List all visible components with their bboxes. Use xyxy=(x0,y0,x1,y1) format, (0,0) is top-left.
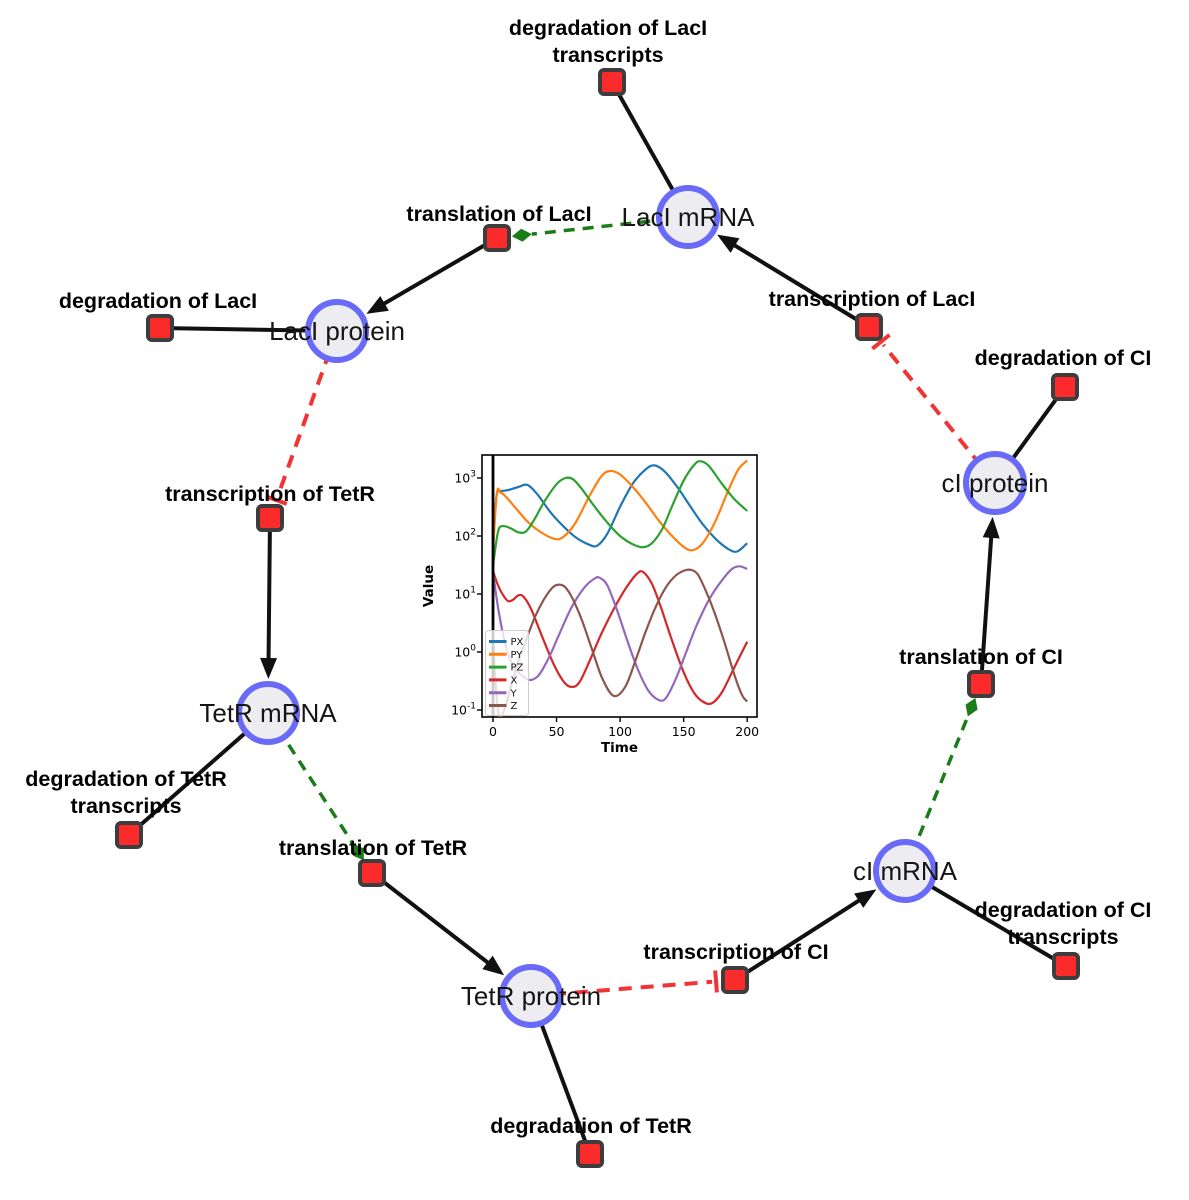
reaction-label-deg-tetr-transcripts: degradation of TetR transcripts xyxy=(25,767,227,818)
reaction-label-deg-tetr: degradation of TetR xyxy=(490,1113,692,1138)
species-node-tetr-mrna[interactable] xyxy=(236,681,300,745)
y-axis-title: Value xyxy=(421,565,437,607)
y-tick-label: 101 xyxy=(454,586,476,602)
species-node-laci-mrna[interactable] xyxy=(656,185,720,249)
reaction-label-transl-ci: translation of CI xyxy=(899,644,1063,669)
x-tick-label: 100 xyxy=(608,724,632,739)
species-label-ci-mrna: cI mRNA xyxy=(853,856,957,886)
species-label-laci-mrna: LacI mRNA xyxy=(621,202,755,232)
y-tick-label: 100 xyxy=(454,644,476,660)
reaction-node-deg-tetr-transcripts[interactable] xyxy=(115,821,143,849)
reaction-node-transl-tetr[interactable] xyxy=(358,859,386,887)
time-series-inset: 0 50 100 150 200 10-1 100 101 102 103 Time Value PX P… xyxy=(421,454,759,756)
reaction-node-transcr-laci[interactable] xyxy=(855,313,883,341)
x-axis-title: Time xyxy=(601,740,638,756)
legend-label-z: Z xyxy=(511,701,518,712)
edge-transcr-laci-laci-mrna xyxy=(717,234,871,329)
series-x xyxy=(491,570,749,706)
reaction-node-deg-laci[interactable] xyxy=(146,314,174,342)
x-tick-label: 150 xyxy=(672,724,696,739)
reaction-label-deg-ci-transcripts: degradation of CI transcripts xyxy=(974,898,1152,949)
x-tick-label: 0 xyxy=(489,724,497,739)
series-pz xyxy=(491,460,748,567)
reaction-node-transl-laci[interactable] xyxy=(483,224,511,252)
edge-transcr-tetr-tetr-mrna xyxy=(260,517,278,680)
species-node-tetr-protein[interactable] xyxy=(499,964,563,1028)
y-tick-label: 102 xyxy=(454,528,476,544)
reaction-label-transcr-laci: transcription of LacI xyxy=(768,286,976,311)
legend-label-py: PY xyxy=(511,650,524,661)
y-tick-label: 10-1 xyxy=(451,702,476,718)
reaction-label-transl-tetr: translation of TetR xyxy=(278,835,468,860)
reaction-label-deg-laci: degradation of LacI xyxy=(58,288,258,313)
legend-label-pz: PZ xyxy=(511,663,524,674)
edge-transl-tetr-tetr-protein xyxy=(370,871,505,976)
reaction-label-transcr-ci: transcription of CI xyxy=(643,939,829,964)
legend-label-y: Y xyxy=(510,688,518,699)
y-tick-label: 103 xyxy=(454,470,476,486)
reaction-label-deg-laci-transcripts: degradation of LacI transcripts xyxy=(508,16,708,67)
reaction-node-deg-laci-transcripts[interactable] xyxy=(598,68,626,96)
species-node-ci-mrna[interactable] xyxy=(873,839,937,903)
legend-label-x: X xyxy=(511,676,518,687)
edge-transcr-ci-ci-mrna xyxy=(733,889,877,982)
x-tick-label: 200 xyxy=(735,724,759,739)
reaction-label-deg-ci: degradation of CI xyxy=(974,345,1152,370)
reaction-node-deg-ci[interactable] xyxy=(1051,373,1079,401)
x-tick-label: 50 xyxy=(549,724,565,739)
species-label-laci-protein: LacI protein xyxy=(269,316,405,346)
species-node-laci-protein[interactable] xyxy=(305,299,369,363)
species-node-ci-protein[interactable] xyxy=(963,451,1027,515)
edge-transl-ci-ci-protein xyxy=(979,516,1000,685)
species-label-ci-protein: cI protein xyxy=(941,468,1049,498)
legend-box xyxy=(485,630,529,716)
species-label-tetr-protein: TetR protein xyxy=(460,981,602,1011)
reaction-node-transl-ci[interactable] xyxy=(967,670,995,698)
edge-transl-laci-laci-protein xyxy=(366,236,499,314)
reaction-node-transcr-ci[interactable] xyxy=(721,966,749,994)
series-py xyxy=(491,459,748,554)
reaction-label-transcr-tetr: transcription of TetR xyxy=(165,481,375,506)
reaction-node-deg-tetr[interactable] xyxy=(576,1140,604,1168)
series-px xyxy=(491,464,748,553)
reaction-node-transcr-tetr[interactable] xyxy=(256,504,284,532)
species-label-tetr-mrna: TetR mRNA xyxy=(199,698,337,728)
reaction-node-deg-ci-transcripts[interactable] xyxy=(1052,952,1080,980)
reaction-label-transl-laci: translation of LacI xyxy=(406,201,592,226)
legend-label-px: PX xyxy=(511,637,524,648)
